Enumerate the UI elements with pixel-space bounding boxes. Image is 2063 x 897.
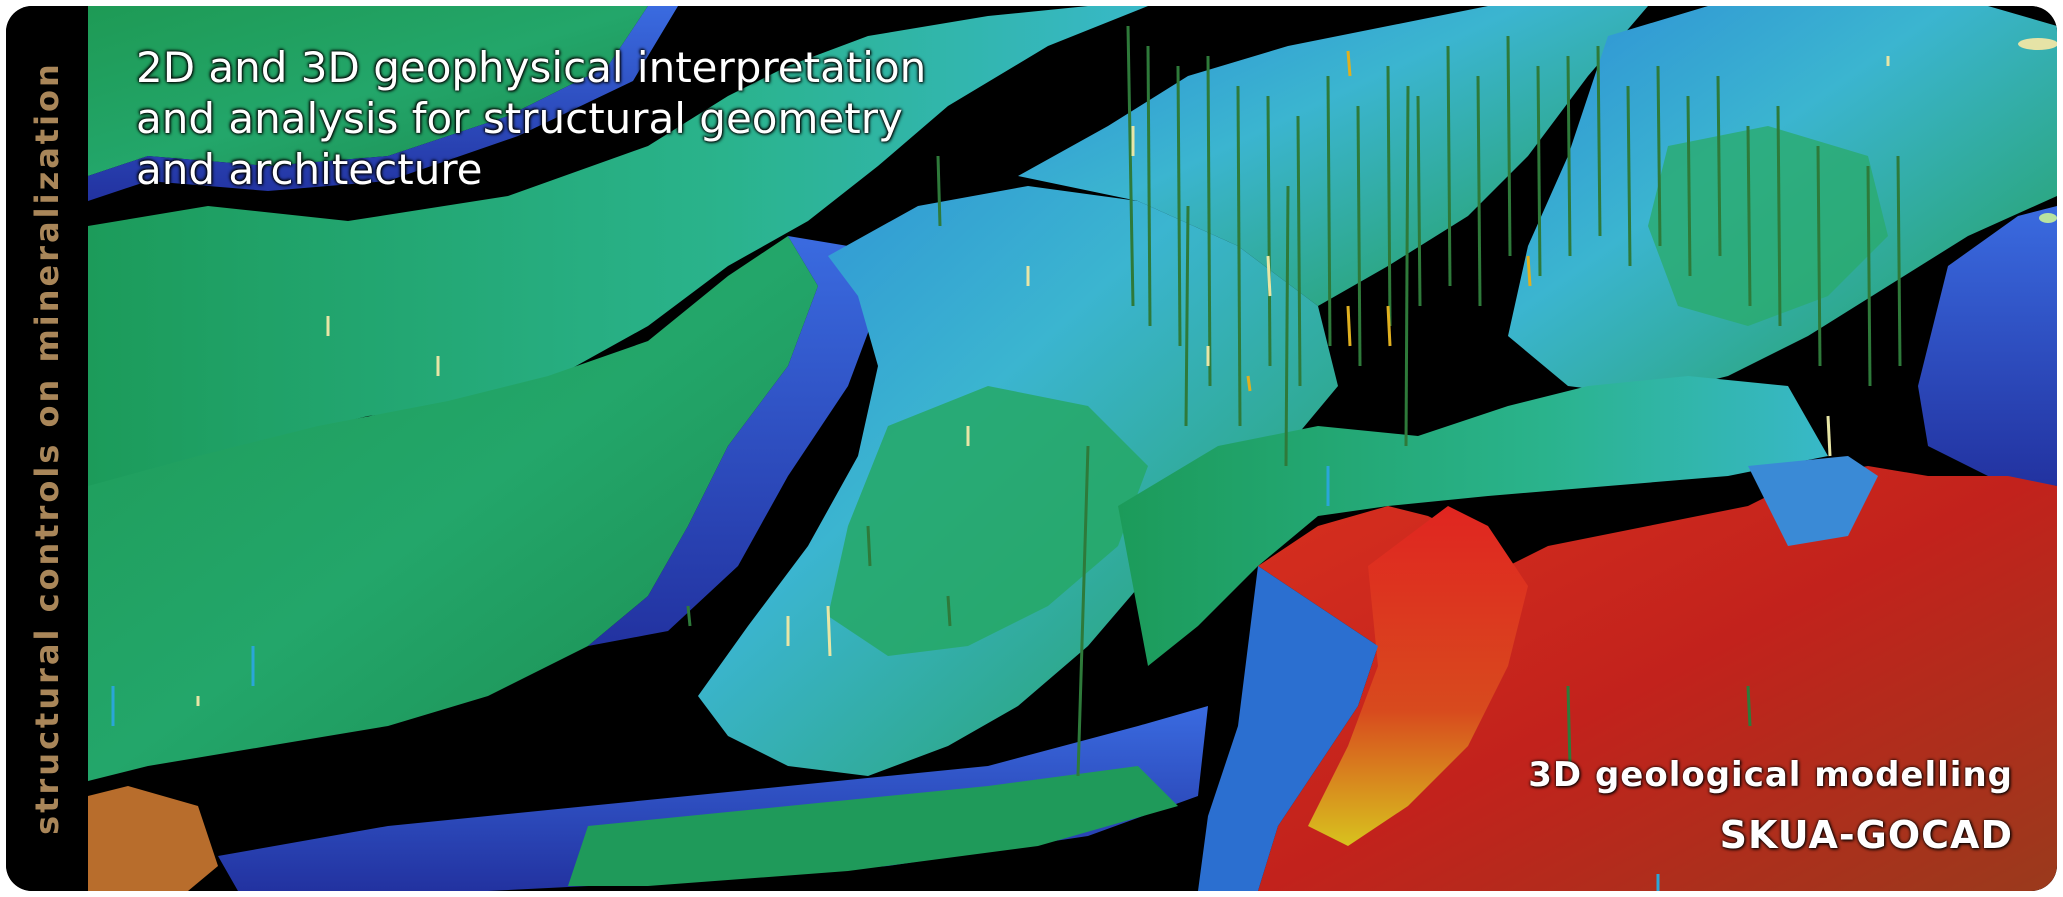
surface-upper-green-band: [88, 6, 1148, 496]
surface-red-left-edge: [1198, 566, 1378, 891]
product-caption: SKUA-GOCAD: [1719, 813, 2013, 857]
headline-line-1: 2D and 3D geophysical interpretation: [136, 43, 927, 92]
surface-upper-right: [1018, 6, 1648, 306]
surface-red-bright: [1308, 506, 1528, 846]
model-surfaces-svg: [88, 6, 2057, 891]
headline-line-3: and architecture: [136, 145, 483, 194]
drill-holes-blue: [111, 466, 1660, 891]
surface-bottom-green: [568, 766, 1178, 886]
top-right-marker: [2018, 38, 2057, 50]
surface-bottom-left: [88, 786, 218, 891]
surface-central-green-patch: [828, 386, 1148, 656]
surface-middle-band: [1118, 376, 1828, 666]
headline: 2D and 3D geophysical interpretation and…: [136, 42, 926, 195]
right-marker: [2039, 213, 2057, 223]
surface-top-left-blue-edge: [88, 6, 678, 201]
drill-holes: [686, 25, 1902, 777]
headline-line-2: and analysis for structural geometry: [136, 94, 903, 143]
sidebar-title: structural controls on mineralization: [28, 61, 66, 835]
modelling-caption: 3D geological modelling: [1528, 755, 2013, 795]
sidebar: structural controls on mineralization: [6, 6, 88, 891]
surface-right-ridge-green: [1648, 126, 1888, 326]
drill-holes-yellow: [1246, 50, 1532, 392]
surface-left-middle: [88, 236, 818, 781]
banner-frame: structural controls on mineralization: [6, 6, 2057, 891]
surface-top-left: [88, 6, 648, 176]
geological-model-render: [88, 6, 2057, 891]
surface-far-right: [1918, 206, 2057, 486]
surface-left-middle-edge: [588, 236, 878, 646]
bottom-captions: 3D geological modelling SKUA-GOCAD: [1528, 755, 2013, 857]
surface-red-inset-cyan: [1748, 456, 1878, 546]
drill-hole-collars: [196, 56, 1890, 706]
